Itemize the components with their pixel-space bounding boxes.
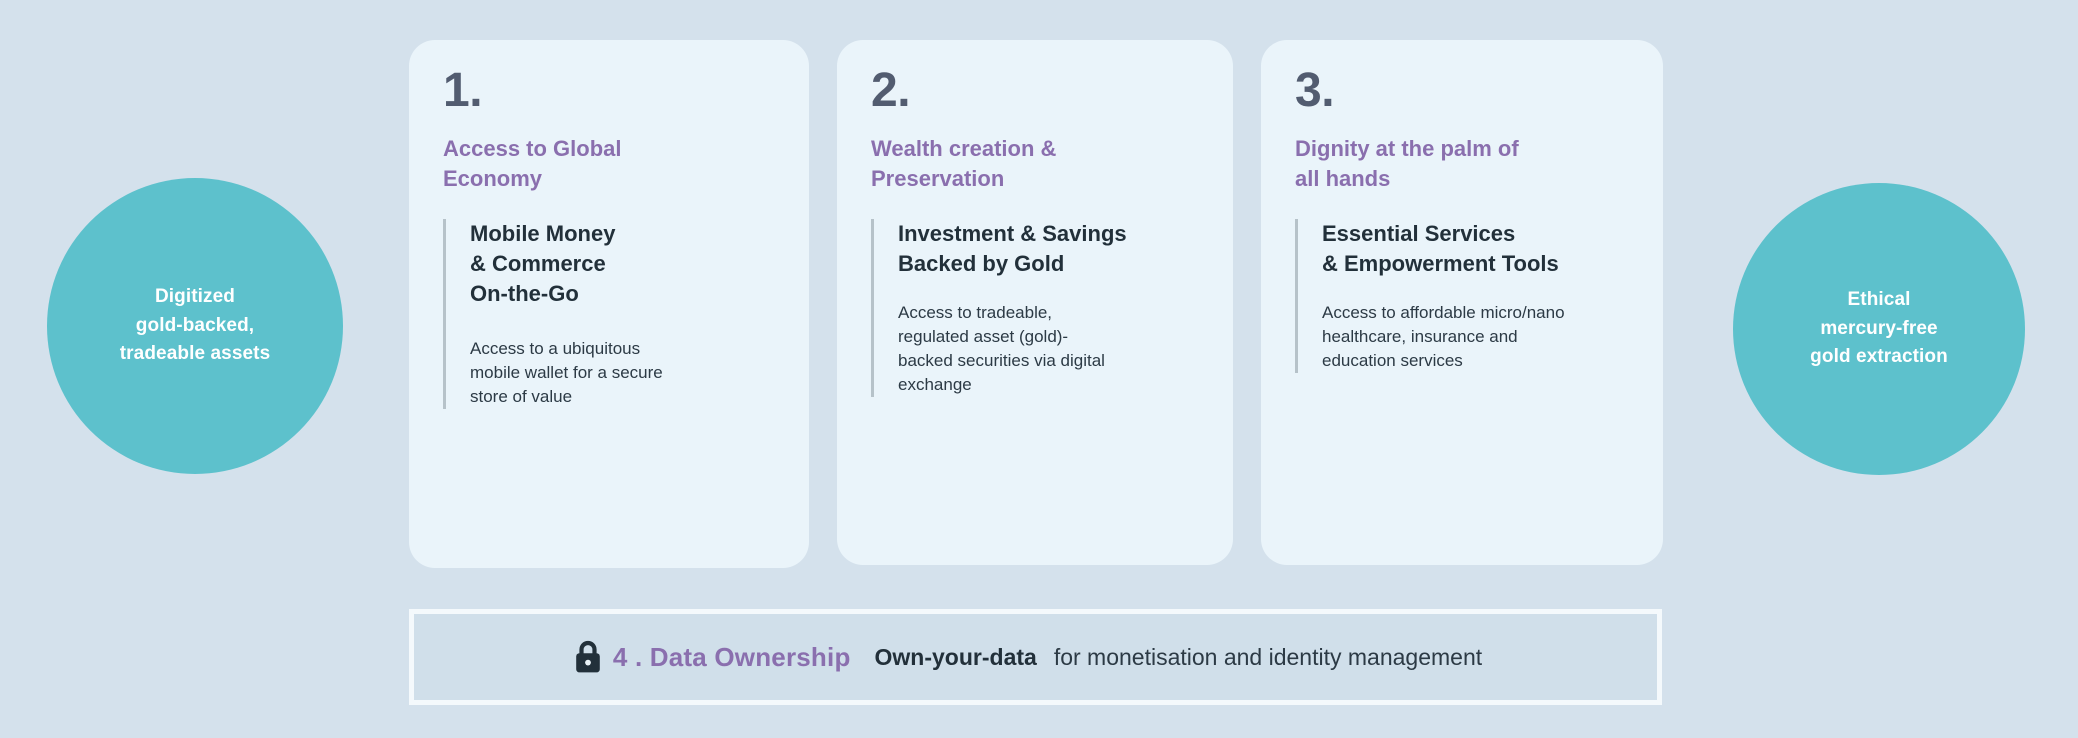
card-body-title: Mobile Money & Commerce On-the-Go [470,220,616,306]
card-body: Essential Services & Empowerment Tools A… [1295,218,1629,374]
circle-left-label: Digitized gold-backed, tradeable assets [119,285,271,365]
card-body-title: Essential Services & Empowerment Tools [1322,220,1559,276]
card-heading: Access to Global Economy [443,136,622,191]
card-body: Investment & Savings Backed by Gold Acce… [871,218,1199,398]
card-body-title: Investment & Savings Backed by Gold [898,220,1127,276]
card-number: 2. [871,64,911,117]
card-body: Mobile Money & Commerce On-the-Go Access… [443,218,775,409]
card-heading: Dignity at the palm of all hands [1295,136,1519,191]
banner-rest-text: for monetisation and identity management [1053,643,1483,670]
card-heading: Wealth creation & Preservation [871,136,1057,191]
circle-digitized-assets: Digitized gold-backed, tradeable assets [47,178,343,474]
card-body-description: Access to a ubiquitous mobile wallet for… [470,338,663,406]
card-dignity-at-the-palm-of-all-hands: 3. Dignity at the palm of all hands Esse… [1261,40,1663,565]
card-access-to-global-economy: 1. Access to Global Economy Mobile Money… [409,40,809,568]
card-number: 3. [1295,64,1335,117]
card-number: 1. [443,64,483,117]
card-body-description: Access to affordable micro/nano healthca… [1322,302,1565,370]
card-wealth-creation-preservation: 2. Wealth creation & Preservation Invest… [837,40,1233,565]
circle-ethical-gold-extraction: Ethical mercury-free gold extraction [1733,183,2025,475]
lock-icon [573,639,603,675]
banner-content: 4 . Data Ownership Own-your-data for mon… [573,639,1482,675]
banner-strong-text: Own-your-data [874,643,1037,670]
banner-number-label: 4 . Data Ownership [612,641,851,672]
circle-right-label: Ethical mercury-free gold extraction [1810,288,1948,368]
card-body-description: Access to tradeable, regulated asset (go… [898,302,1105,395]
data-ownership-banner: 4 . Data Ownership Own-your-data for mon… [409,609,1662,705]
